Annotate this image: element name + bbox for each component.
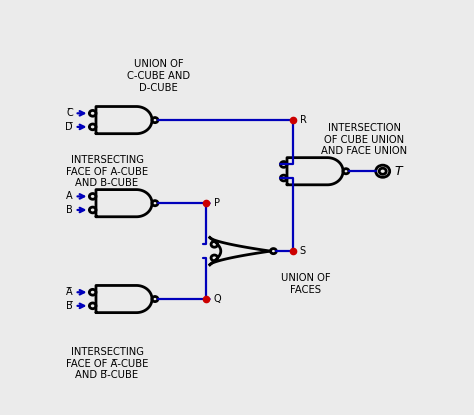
Text: $T$: $T$ [394,165,404,178]
Polygon shape [292,249,297,254]
Text: A̅: A̅ [66,287,73,297]
Text: S: S [300,246,306,256]
Text: R: R [300,115,307,125]
Text: P: P [213,198,219,208]
Text: INTERSECTING
FACE OF A̅-CUBE
AND B̅-CUBE: INTERSECTING FACE OF A̅-CUBE AND B̅-CUBE [66,347,148,380]
Text: INTERSECTING
FACE OF A-CUBE
AND B-CUBE: INTERSECTING FACE OF A-CUBE AND B-CUBE [66,155,148,188]
Polygon shape [206,201,210,205]
Text: Q: Q [213,294,221,304]
Text: D̅: D̅ [65,122,73,132]
Text: UNION OF
FACES: UNION OF FACES [281,273,330,295]
Polygon shape [206,297,210,301]
Text: B̅: B̅ [66,301,73,311]
Text: UNION OF
C-CUBE AND
D-CUBE: UNION OF C-CUBE AND D-CUBE [127,59,190,93]
Text: C̅: C̅ [66,108,73,118]
Polygon shape [292,118,297,122]
Text: B: B [66,205,73,215]
Text: A: A [66,191,73,201]
Text: INTERSECTION
OF CUBE UNION
AND FACE UNION: INTERSECTION OF CUBE UNION AND FACE UNIO… [321,123,407,156]
